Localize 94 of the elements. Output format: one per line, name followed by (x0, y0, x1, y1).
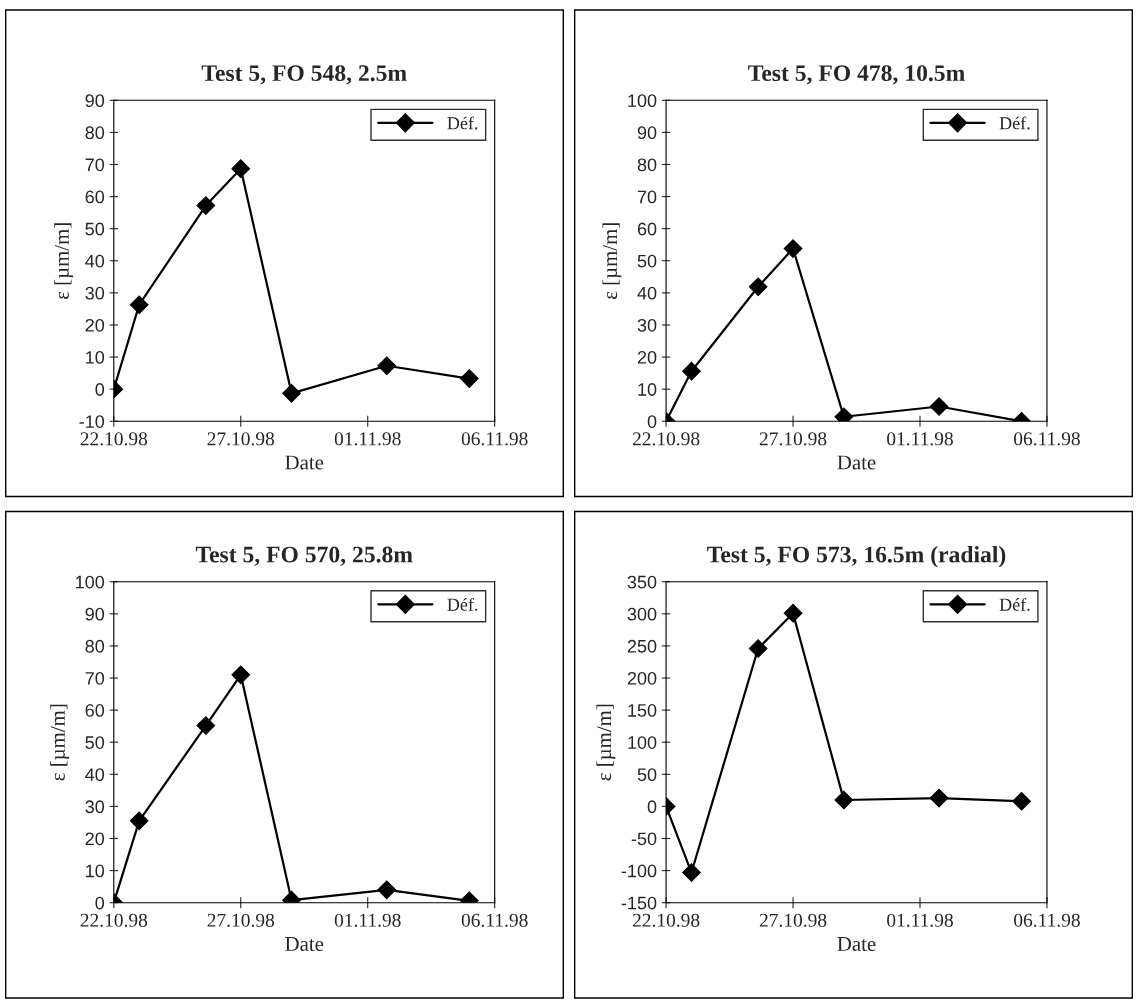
y-tick-label: -100 (621, 864, 657, 878)
y-tick-label: 0 (647, 415, 657, 428)
y-tick-label: 200 (627, 671, 657, 685)
x-tick-label: 27.10.98 (207, 913, 275, 927)
y-tick-label: 20 (85, 832, 105, 846)
y-tick-label: 0 (95, 896, 105, 910)
x-tick-label: 22.10.98 (632, 913, 700, 927)
x-tick-label: 01.11.98 (334, 432, 401, 446)
x-tick-label: 22.10.98 (80, 913, 148, 927)
y-tick-label: 150 (628, 704, 657, 717)
point (129, 295, 149, 315)
x-tick-label: 06.11.98 (461, 913, 528, 927)
chart-title: Test 5, FO 478, 10.5m (748, 65, 965, 85)
legend-label: Déf. (999, 116, 1030, 130)
y-tick-label: 100 (76, 575, 105, 589)
chart-title: Test 5, FO 548, 2.5m (201, 65, 407, 85)
legend-label: Déf. (999, 597, 1030, 611)
y-tick-label: 50 (637, 768, 657, 782)
x-tick-label: 06.11.98 (1014, 913, 1080, 927)
y-tick-label: 40 (85, 254, 105, 268)
y-tick-label: 30 (85, 286, 105, 300)
point (459, 369, 479, 388)
point (282, 383, 301, 403)
y-tick-label: 90 (85, 607, 105, 621)
point (783, 603, 803, 623)
y-tick-label: -150 (621, 896, 657, 910)
y-tick-label: -50 (631, 832, 657, 846)
x-axis-title: Date (285, 455, 324, 470)
y-tick-label: 50 (85, 222, 105, 236)
y-tick-label: 90 (637, 126, 657, 140)
point (377, 356, 397, 376)
y-tick-label: 60 (85, 190, 105, 204)
y-tick-label: 60 (637, 222, 657, 236)
x-tick-label: 06.11.98 (461, 432, 528, 446)
y-tick-label: 60 (85, 704, 105, 717)
point (834, 790, 854, 810)
point (783, 239, 803, 258)
x-tick-label: 22.10.98 (632, 432, 700, 446)
y-tick-label: 80 (85, 126, 105, 140)
y-axis-title: ε [µm/m] (54, 223, 74, 299)
y-axis-title: ε [µm/m] (50, 704, 70, 781)
point (231, 665, 251, 685)
y-tick-label: 10 (638, 383, 657, 396)
x-tick-label: 22.10.98 (80, 432, 148, 446)
point (196, 196, 216, 215)
y-tick-label: 300 (627, 607, 657, 621)
y-tick-label: 20 (637, 351, 657, 364)
y-tick-label: 10 (86, 864, 105, 878)
y-tick-label: 100 (628, 94, 657, 108)
x-axis-title: Date (837, 455, 876, 470)
y-tick-label: 50 (637, 254, 657, 268)
x-tick-label: 01.11.98 (334, 913, 401, 927)
x-tick-label: 27.10.98 (759, 432, 827, 446)
point (682, 361, 701, 381)
y-tick-label: 350 (627, 575, 657, 589)
y-tick-label: 70 (85, 158, 105, 172)
y-tick-label: -10 (79, 415, 105, 428)
y-tick-label: 80 (85, 639, 105, 653)
x-axis-title: Date (837, 937, 876, 951)
point (929, 397, 949, 416)
x-tick-label: 01.11.98 (887, 432, 953, 446)
y-tick-label: 70 (637, 190, 657, 204)
y-tick-label: 20 (85, 318, 105, 332)
y-tick-label: 30 (85, 800, 105, 814)
y-tick-label: 90 (85, 94, 105, 108)
y-tick-label: 40 (637, 286, 657, 300)
chart-title: Test 5, FO 573, 16.5m (radial) (707, 545, 1006, 568)
y-tick-label: 80 (637, 158, 657, 172)
y-axis-title: ε [µm/m] (602, 223, 622, 299)
x-tick-label: 06.11.98 (1014, 432, 1080, 446)
point (748, 277, 768, 297)
point (1012, 791, 1031, 811)
legend-label: Déf. (447, 597, 478, 611)
x-tick-label: 01.11.98 (887, 913, 953, 927)
point (196, 716, 216, 735)
point (682, 863, 701, 882)
y-tick-label: 0 (95, 383, 105, 396)
chart-title: Test 5, FO 570, 25.8m (195, 546, 413, 566)
point (231, 159, 251, 179)
y-tick-label: 70 (85, 671, 105, 685)
point (748, 639, 768, 658)
y-tick-label: 0 (647, 800, 657, 814)
y-tick-label: 40 (85, 768, 105, 782)
point (929, 788, 949, 808)
legend-label: Déf. (447, 116, 478, 130)
x-axis-title: Date (285, 937, 324, 951)
y-axis-title: ε [µm/m] (596, 704, 616, 781)
y-tick-label: 250 (627, 639, 657, 653)
y-tick-label: 50 (85, 736, 105, 749)
x-tick-label: 27.10.98 (207, 432, 275, 446)
y-tick-label: 100 (628, 736, 657, 749)
x-tick-label: 27.10.98 (759, 913, 827, 927)
y-tick-label: 30 (637, 318, 657, 332)
y-tick-label: 10 (86, 351, 105, 364)
